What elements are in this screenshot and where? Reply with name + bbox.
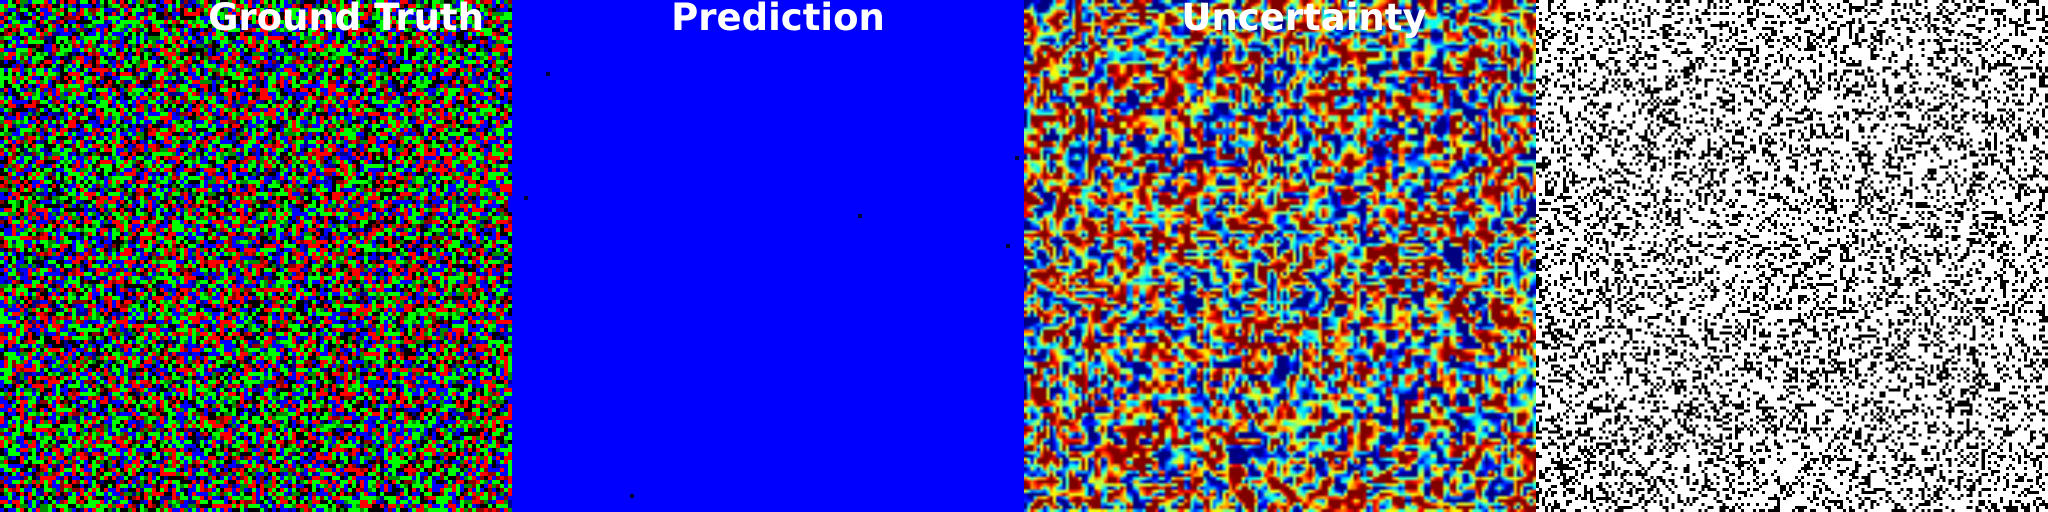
error-map-image: [1536, 0, 2048, 512]
prediction-image: [512, 0, 1024, 512]
uncertainty-heatmap: [1024, 0, 1536, 512]
ground-truth-panel: Ground Truth: [0, 0, 512, 512]
prediction-panel: Prediction: [512, 0, 1024, 512]
uncertainty-panel: Uncertainty: [1024, 0, 1536, 512]
ground-truth-image: [0, 0, 512, 512]
error-panel: [1536, 0, 2048, 512]
